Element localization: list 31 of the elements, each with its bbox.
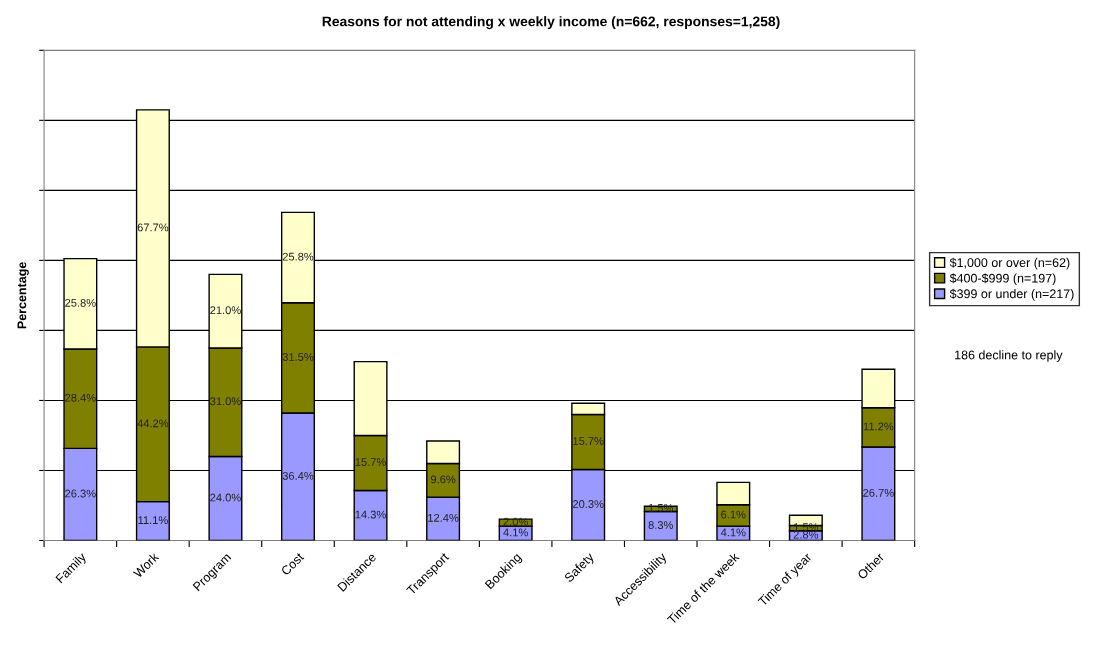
text: 186 decline to reply [955,350,1063,362]
legend-label: $399 or under (n=217) [949,288,1074,301]
data-label: 4.1% [720,528,746,537]
legend-label: $1,000 or over (n=62) [949,257,1070,270]
y-axis-title: Percentage [17,262,29,329]
data-label: 11.2% [863,422,894,431]
data-label: 11.1% [138,516,168,525]
data-label: 12.4% [428,513,459,522]
data-label: 2.8% [793,530,819,539]
data-label: 26.3% [65,489,96,498]
data-label: 67.7% [137,223,169,232]
data-label: 20.3% [573,500,604,508]
data-label: 8.3% [648,521,674,529]
data-label: 14.3% [355,510,386,519]
data-label: 9.6% [430,475,456,484]
data-label: 26.7% [863,488,894,497]
chart-title: Reasons for not attending x weekly income (n=662, responses=1,258) [322,16,780,30]
data-label: 28.4% [65,393,96,402]
data-label: 4.1% [503,528,528,537]
data-label: 25.8% [65,298,96,307]
data-label: 31.0% [210,397,241,406]
data-label: 2.0% [503,517,528,526]
data-label: 31.5% [282,353,314,361]
data-label: 36.4% [282,471,314,480]
data-label: 15.7% [573,437,604,445]
data-label: 6.1% [721,510,746,519]
data-label: 24.0% [210,493,241,502]
data-label: 21.0% [210,306,241,315]
data-label: 25.8% [282,252,314,261]
legend-label: $400-$999 (n=197) [949,273,1056,286]
data-label: 15.7% [355,458,386,466]
